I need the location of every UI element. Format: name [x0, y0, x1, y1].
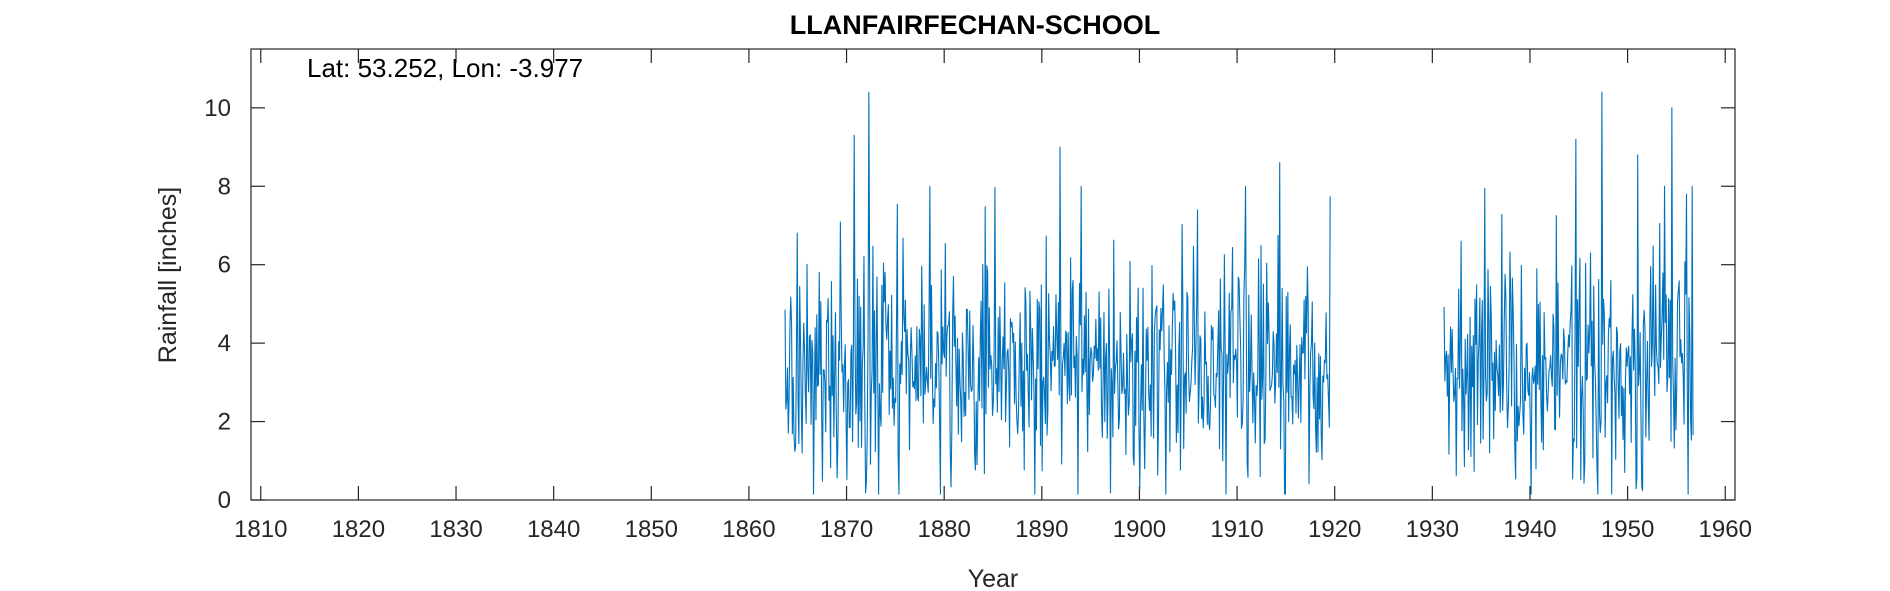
x-tick-label: 1850 [625, 516, 678, 543]
x-tick-label: 1920 [1308, 516, 1361, 543]
x-tick-label: 1900 [1113, 516, 1166, 543]
y-tick-label: 10 [204, 95, 231, 122]
axis-ticks [251, 49, 1735, 501]
x-tick-label: 1890 [1015, 516, 1068, 543]
y-tick-label: 2 [218, 409, 231, 436]
y-tick-label: 0 [218, 487, 231, 514]
rainfall-series-segment-2 [1443, 91, 1694, 495]
location-annotation: Lat: 53.252, Lon: -3.977 [307, 53, 583, 83]
y-tick-label: 8 [218, 173, 231, 200]
x-tick-label: 1860 [722, 516, 775, 543]
x-tick-label: 1960 [1699, 516, 1752, 543]
x-tick-label: 1810 [234, 516, 287, 543]
rainfall-series-segment-1 [784, 91, 1331, 495]
x-tick-label: 1840 [527, 516, 580, 543]
x-axis-label: Year [968, 565, 1019, 591]
series-group [784, 91, 1694, 495]
y-tick-label: 6 [218, 252, 231, 279]
chart-title: LLANFAIRFECHAN-SCHOOL [790, 10, 1160, 40]
x-tick-label: 1880 [917, 516, 970, 543]
y-tick-label: 4 [218, 330, 231, 357]
x-tick-label: 1870 [820, 516, 873, 543]
tick-labels: 1810 1820 1830 1840 1850 1860 1870 1880 1890 1900… [204, 95, 1752, 543]
plot-area [250, 48, 1736, 501]
y-axis-label: Rainfall [inches] [154, 187, 182, 363]
x-tick-label: 1830 [429, 516, 482, 543]
x-tick-label: 1820 [332, 516, 385, 543]
x-tick-label: 1910 [1210, 516, 1263, 543]
x-tick-label: 1930 [1406, 516, 1459, 543]
x-tick-label: 1950 [1601, 516, 1654, 543]
x-tick-label: 1940 [1503, 516, 1556, 543]
